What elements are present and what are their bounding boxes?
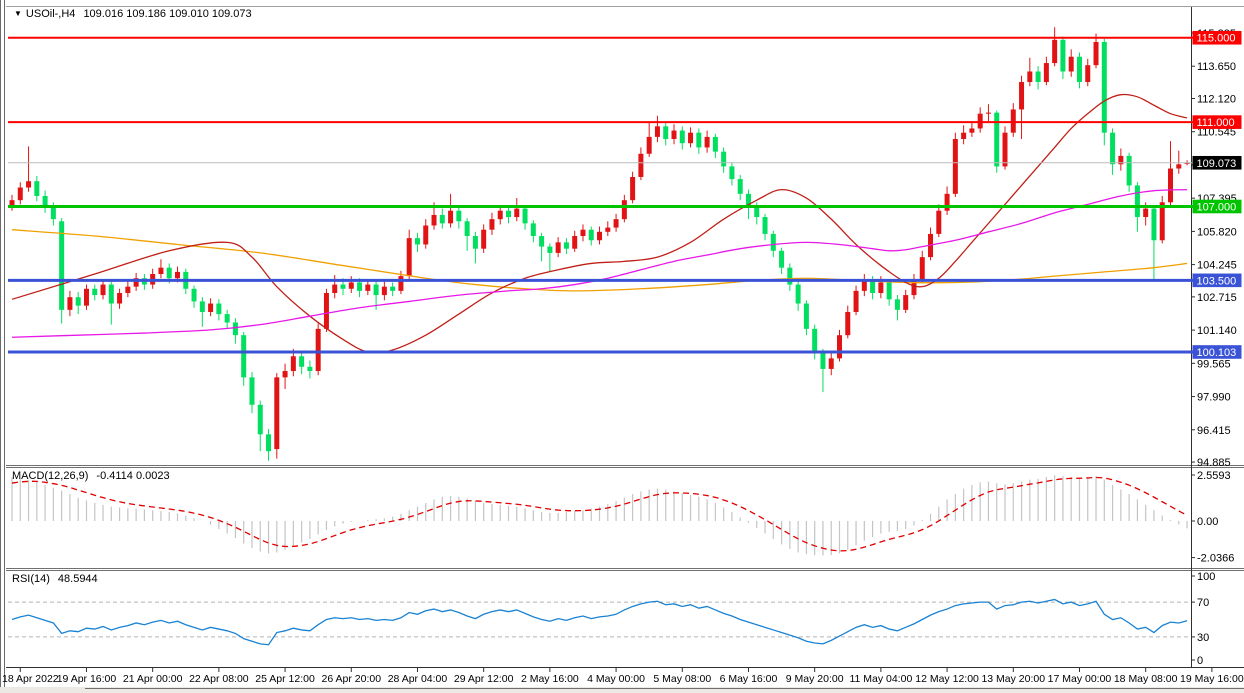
- svg-text:102.715: 102.715: [1197, 292, 1237, 304]
- bottom-strip: [0, 687, 1244, 693]
- price-badge-111.000: 111.000: [1192, 115, 1242, 129]
- svg-text:12 May 12:00: 12 May 12:00: [915, 673, 979, 685]
- svg-text:109.073: 109.073: [1197, 158, 1237, 170]
- svg-text:28 Apr 04:00: 28 Apr 04:00: [388, 673, 448, 685]
- rsi-value: 48.5944: [57, 573, 98, 585]
- symbol-timeframe: USOil-,H4: [25, 8, 76, 20]
- macd-values: -0.4114 0.0023: [96, 470, 170, 482]
- rsi-axis[interactable]: 100 70 30 0: [1191, 571, 1215, 667]
- svg-text:115.000: 115.000: [1197, 33, 1236, 45]
- price-level-badges: 115.000 111.000 109.073 107.000 103.500 100.1…: [1192, 30, 1242, 359]
- svg-text:26 Apr 20:00: 26 Apr 20:00: [321, 673, 381, 685]
- ma-orange: [11, 229, 1188, 292]
- quote-ohlc: 109.016 109.186 109.010 109.073: [83, 8, 252, 20]
- svg-text:2.5593: 2.5593: [1197, 470, 1231, 482]
- svg-text:25 Apr 12:00: 25 Apr 12:00: [255, 673, 315, 685]
- price-axis[interactable]: 115.225113.650112.120110.545108.970107.3…: [1191, 28, 1237, 469]
- price-badge-103.500: 103.500: [1192, 273, 1242, 287]
- candles-layer: [9, 27, 1190, 461]
- svg-text:99.565: 99.565: [1197, 358, 1231, 370]
- svg-text:100: 100: [1197, 571, 1215, 583]
- svg-text:0.00: 0.00: [1197, 516, 1218, 528]
- svg-text:5 May 08:00: 5 May 08:00: [653, 673, 711, 685]
- price-badge-100.103: 100.103: [1192, 345, 1242, 359]
- svg-text:17 May 00:00: 17 May 00:00: [1048, 673, 1112, 685]
- svg-text:110.545: 110.545: [1197, 127, 1236, 139]
- price-badge-107.000: 107.000: [1192, 199, 1242, 213]
- svg-text:70: 70: [1197, 597, 1209, 609]
- ma-darkred: [11, 93, 1188, 354]
- macd-indicator-label: MACD(12,26,9) -0.4114 0.0023: [12, 470, 170, 482]
- svg-text:19 May 16:00: 19 May 16:00: [1180, 673, 1244, 685]
- svg-text:21 Apr 00:00: 21 Apr 00:00: [123, 673, 183, 685]
- svg-text:30: 30: [1197, 632, 1209, 644]
- svg-text:11 May 04:00: 11 May 04:00: [849, 673, 912, 685]
- svg-text:94.885: 94.885: [1197, 457, 1231, 469]
- window-left-border: [0, 0, 1, 687]
- svg-text:97.990: 97.990: [1197, 392, 1231, 404]
- svg-text:100.103: 100.103: [1197, 347, 1237, 359]
- symbol-dropdown-icon[interactable]: ▼: [14, 9, 22, 18]
- svg-text:13 May 20:00: 13 May 20:00: [981, 673, 1045, 685]
- svg-text:19 Apr 16:00: 19 Apr 16:00: [57, 673, 117, 685]
- macd-axis[interactable]: 2.5593 0.00 -2.0366: [1191, 470, 1234, 565]
- rsi-levels: [8, 601, 1191, 638]
- svg-text:22 Apr 08:00: 22 Apr 08:00: [189, 673, 249, 685]
- svg-text:113.650: 113.650: [1197, 61, 1236, 73]
- svg-text:107.000: 107.000: [1197, 201, 1237, 213]
- window-left-border-inner: [4, 0, 5, 687]
- price-badge-109.073: 109.073: [1192, 155, 1242, 170]
- svg-text:9 May 20:00: 9 May 20:00: [786, 673, 844, 685]
- svg-text:105.820: 105.820: [1197, 226, 1237, 238]
- svg-text:111.000: 111.000: [1197, 117, 1235, 129]
- ma-magenta: [11, 188, 1188, 338]
- rsi-indicator-label: RSI(14) 48.5944: [12, 573, 98, 585]
- svg-text:4 May 00:00: 4 May 00:00: [587, 673, 645, 685]
- rsi-name: RSI(14): [12, 573, 50, 585]
- macd-signal-line: [11, 476, 1188, 552]
- ma-lines-layer: [11, 93, 1188, 354]
- svg-text:104.245: 104.245: [1197, 260, 1237, 272]
- svg-text:96.415: 96.415: [1197, 425, 1231, 437]
- svg-text:0: 0: [1197, 655, 1203, 667]
- macd-name: MACD(12,26,9): [12, 470, 89, 482]
- svg-text:6 May 16:00: 6 May 16:00: [720, 673, 778, 685]
- svg-text:101.140: 101.140: [1197, 325, 1237, 337]
- svg-text:103.500: 103.500: [1197, 275, 1237, 287]
- svg-text:2 May 16:00: 2 May 16:00: [521, 673, 579, 685]
- price-badge-115.000: 115.000: [1192, 30, 1242, 45]
- macd-histogram: [11, 475, 1188, 556]
- chart-title: ▼ USOil-,H4 109.016 109.186 109.010 109.07…: [14, 8, 252, 20]
- svg-text:29 Apr 12:00: 29 Apr 12:00: [454, 673, 514, 685]
- svg-text:18 May 08:00: 18 May 08:00: [1114, 673, 1178, 685]
- svg-text:18 Apr 2022: 18 Apr 2022: [2, 673, 59, 685]
- svg-text:112.120: 112.120: [1197, 93, 1236, 105]
- panel-frame: [6, 6, 1244, 668]
- rsi-line: [11, 598, 1188, 646]
- level-lines-layer: [8, 36, 1196, 354]
- svg-text:-2.0366: -2.0366: [1197, 553, 1234, 565]
